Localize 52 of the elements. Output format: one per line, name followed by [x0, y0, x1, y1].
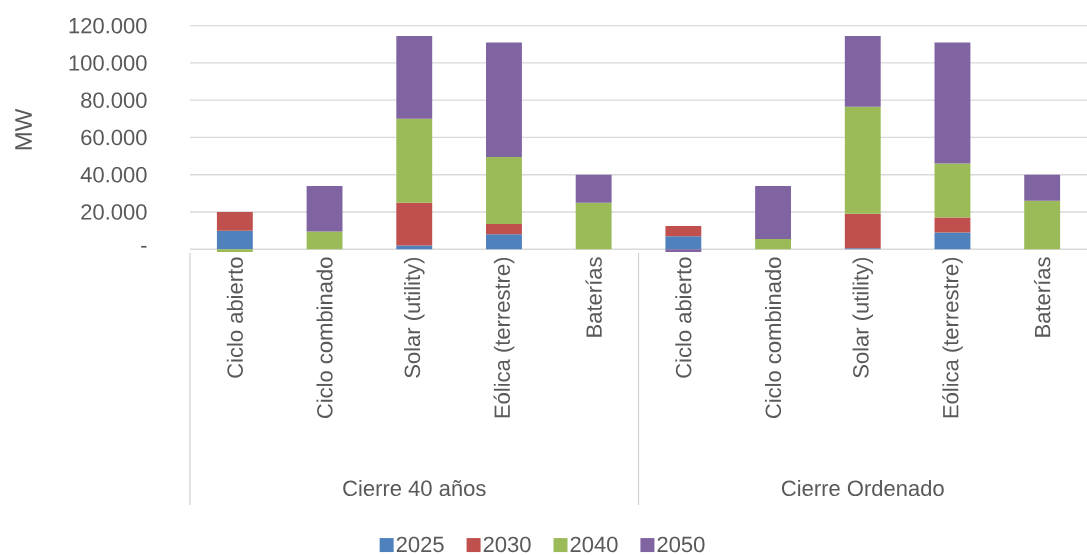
- y-tick-label: 60.000: [81, 129, 147, 146]
- bar: [396, 35, 433, 119]
- bar: [486, 42, 522, 158]
- bar: [575, 202, 612, 250]
- x-tick-label: Solar (utility): [852, 257, 874, 378]
- bar: [934, 232, 971, 250]
- x-tick-label: Baterías: [1033, 257, 1051, 337]
- bar: [486, 224, 522, 235]
- bar: [216, 249, 253, 253]
- bar: [934, 42, 971, 164]
- legend-label: 2040: [570, 536, 618, 553]
- y-tick-label: 100.000: [69, 55, 147, 71]
- bar: [1024, 174, 1061, 201]
- x-tick-label: Ciclo combinado: [764, 257, 782, 419]
- bar: [665, 225, 702, 237]
- bar: [755, 239, 791, 250]
- y-tick-label: 120.000: [69, 17, 147, 34]
- bar: [486, 157, 522, 225]
- x-tick-label: Eólica (terrestre): [493, 257, 515, 418]
- y-tick-label: 40.000: [80, 166, 147, 183]
- bar: [396, 118, 433, 203]
- bar: [575, 174, 612, 203]
- y-tick-label: -: [141, 245, 147, 248]
- x-tick-label: Ciclo combinado: [316, 257, 333, 419]
- bar: [216, 212, 253, 231]
- y-axis-title: MW: [15, 108, 32, 150]
- bar: [216, 230, 253, 250]
- y-tick-label: 20.000: [81, 204, 147, 220]
- bar: [486, 234, 522, 250]
- x-tick-label: Baterías: [585, 257, 602, 337]
- y-tick-label: 80.000: [81, 92, 147, 108]
- bar: [934, 163, 971, 218]
- bar: [1024, 200, 1061, 250]
- bar: [844, 106, 881, 214]
- x-tick-label: Ciclo abierto: [226, 257, 243, 378]
- legend-label: 2030: [483, 536, 531, 553]
- legend-label: 2025: [396, 536, 444, 553]
- bar: [306, 185, 343, 232]
- legend-label: 2050: [657, 536, 705, 553]
- bar: [844, 35, 881, 107]
- bar: [665, 236, 702, 250]
- bar: [934, 217, 971, 233]
- x-tick-label: Eólica (terrestre): [942, 257, 963, 418]
- bar: [665, 249, 702, 253]
- bar: [844, 213, 881, 249]
- bar: [755, 185, 791, 240]
- text: Cierre Ordenado: [781, 479, 944, 497]
- x-tick-label: Solar (utility): [404, 257, 425, 378]
- text: Cierre 40 años: [343, 479, 486, 497]
- x-tick-label: Ciclo abierto: [675, 257, 692, 378]
- bar: [396, 202, 433, 246]
- bar: [306, 231, 343, 250]
